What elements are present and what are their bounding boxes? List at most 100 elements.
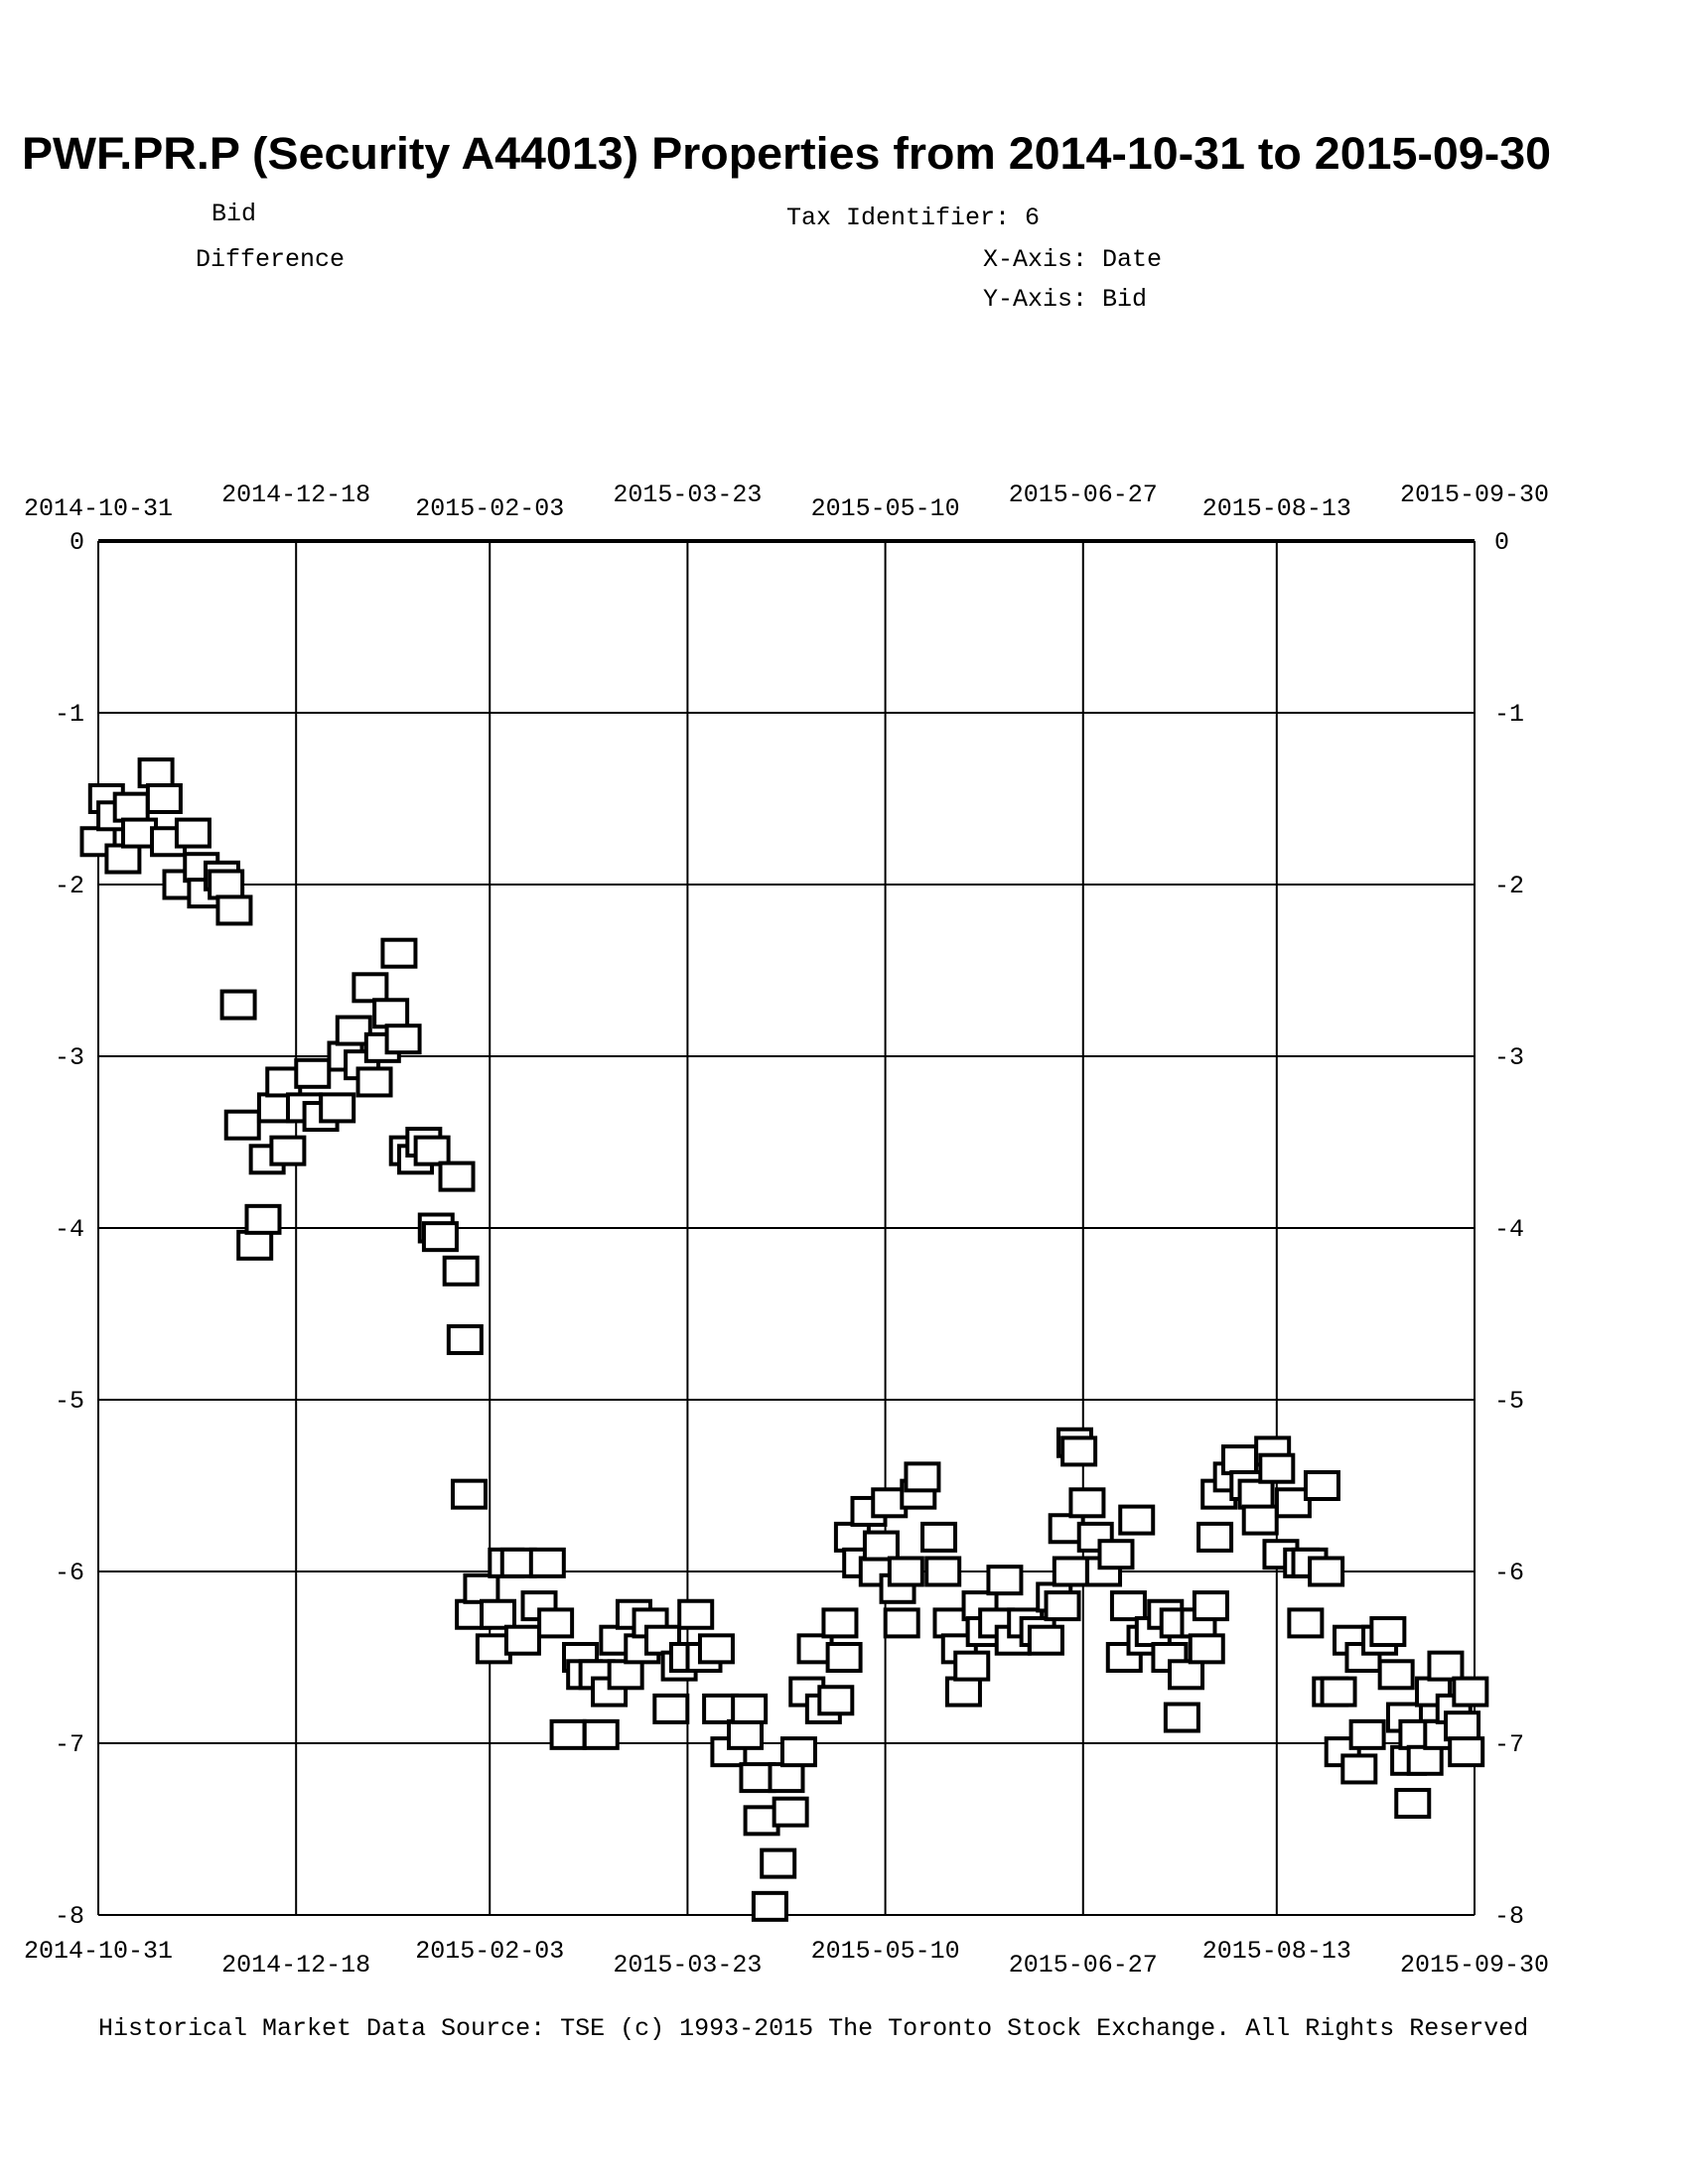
y-tick-label-left: -3 xyxy=(55,1043,84,1072)
data-point xyxy=(751,1890,788,1922)
footer-source: Historical Market Data Source: TSE (c) 1… xyxy=(98,2014,1528,2043)
x-tick-label-bottom: 2015-05-10 xyxy=(811,1937,960,1966)
data-point xyxy=(480,1598,517,1630)
data-point xyxy=(1109,1590,1147,1622)
y-tick-label-left: 0 xyxy=(70,528,84,557)
data-point xyxy=(236,1229,274,1261)
x-tick-label-top: 2015-06-27 xyxy=(1009,480,1158,509)
y-tick-label-left: -5 xyxy=(55,1387,84,1416)
data-point xyxy=(1369,1616,1407,1648)
y-tick-label-left: -7 xyxy=(55,1730,84,1759)
data-point xyxy=(1303,1470,1340,1501)
data-point xyxy=(953,1650,991,1682)
x-tick-label-top: 2015-03-23 xyxy=(613,480,762,509)
data-point xyxy=(768,1762,805,1794)
data-point xyxy=(352,972,389,1004)
x-tick-label-bottom: 2014-10-31 xyxy=(24,1937,173,1966)
data-point xyxy=(384,1024,422,1055)
data-point xyxy=(821,1607,859,1639)
data-point xyxy=(1406,1744,1444,1776)
data-point xyxy=(1097,1539,1135,1570)
x-tick-label-top: 2014-12-18 xyxy=(221,480,370,509)
x-tick-label-bottom: 2015-08-13 xyxy=(1202,1937,1351,1966)
data-point xyxy=(677,1598,715,1630)
data-point xyxy=(825,1642,863,1673)
data-point xyxy=(1308,1556,1345,1587)
data-point xyxy=(652,1693,690,1724)
data-point xyxy=(817,1685,855,1716)
data-point xyxy=(760,1847,797,1879)
data-point xyxy=(355,1066,393,1098)
x-tick-label-top: 2015-09-30 xyxy=(1400,480,1549,509)
data-point xyxy=(1452,1676,1489,1707)
data-point xyxy=(1348,1718,1386,1750)
data-point xyxy=(269,1135,307,1166)
data-point xyxy=(549,1718,587,1750)
series-label: Difference xyxy=(196,245,345,274)
data-point xyxy=(944,1676,982,1707)
data-point xyxy=(1427,1650,1465,1682)
y-tick-label-right: -6 xyxy=(1494,1559,1524,1587)
data-point xyxy=(986,1565,1024,1596)
data-point xyxy=(883,1607,920,1639)
data-point xyxy=(145,783,183,814)
data-point xyxy=(503,1624,541,1656)
x-tick-label-bottom: 2015-02-03 xyxy=(415,1937,564,1966)
data-point xyxy=(1052,1556,1089,1587)
data-point xyxy=(1377,1659,1415,1691)
y-axis-label: Y-Axis: Bid xyxy=(983,285,1147,314)
x-tick-label-bottom: 2015-09-30 xyxy=(1400,1951,1549,1979)
y-tick-label-left: -1 xyxy=(55,700,84,729)
data-point xyxy=(1237,1478,1275,1510)
y-tick-label-right: 0 xyxy=(1494,528,1509,557)
x-tick-label-bottom: 2015-03-23 xyxy=(613,1951,762,1979)
data-point xyxy=(380,937,418,969)
data-point xyxy=(1448,1736,1485,1768)
grid xyxy=(97,539,1476,1916)
y-tick-label-right: -4 xyxy=(1494,1215,1524,1244)
x-tick-label-bottom: 2015-06-27 xyxy=(1009,1951,1158,1979)
x-tick-label-top: 2014-10-31 xyxy=(24,494,173,523)
y-tick-label-right: -2 xyxy=(1494,872,1524,900)
data-point xyxy=(1320,1676,1357,1707)
data-point xyxy=(421,1221,459,1253)
data-point xyxy=(446,1323,484,1355)
data-point xyxy=(1220,1444,1258,1476)
data-point xyxy=(112,791,150,823)
data-point xyxy=(137,757,175,789)
data-point xyxy=(104,843,142,875)
data-point xyxy=(1027,1624,1064,1656)
y-tick-label-left: -2 xyxy=(55,872,84,900)
data-point xyxy=(697,1633,735,1665)
data-point xyxy=(319,1092,356,1124)
data-point xyxy=(924,1556,962,1587)
data-point xyxy=(1068,1487,1106,1519)
data-point xyxy=(450,1478,488,1510)
y-tick-label-left: -6 xyxy=(55,1559,84,1587)
data-point xyxy=(1105,1642,1143,1673)
y-tick-label-right: -3 xyxy=(1494,1043,1524,1072)
data-point xyxy=(413,1135,451,1166)
x-axis-label: X-Axis: Date xyxy=(983,245,1162,274)
data-point xyxy=(1258,1452,1296,1484)
data-point xyxy=(887,1556,924,1587)
x-tick-label-top: 2015-02-03 xyxy=(415,494,564,523)
data-point xyxy=(1060,1435,1098,1467)
data-point xyxy=(528,1547,566,1578)
tax-identifier: Tax Identifier: 6 xyxy=(786,204,1040,232)
data-point xyxy=(1394,1788,1432,1820)
tick-labels: 0 0 -1 -1 -2 -2 -3 -3 -4 -4 -5 -5 -6 -6 -7 -7 -8 -8 2014-1… xyxy=(24,480,1549,1979)
data-point xyxy=(537,1607,575,1639)
data-point xyxy=(772,1796,809,1828)
data-point xyxy=(174,817,211,849)
y-tick-label-left: -4 xyxy=(55,1215,84,1244)
data-point xyxy=(1118,1504,1156,1536)
y-tick-label-right: -5 xyxy=(1494,1387,1524,1416)
y-tick-label-left: -8 xyxy=(55,1902,84,1931)
series-label-top: Bid xyxy=(211,200,256,228)
y-tick-label-right: -8 xyxy=(1494,1902,1524,1931)
data-point xyxy=(862,1530,900,1562)
data-point xyxy=(215,894,253,926)
data-point xyxy=(372,998,410,1029)
